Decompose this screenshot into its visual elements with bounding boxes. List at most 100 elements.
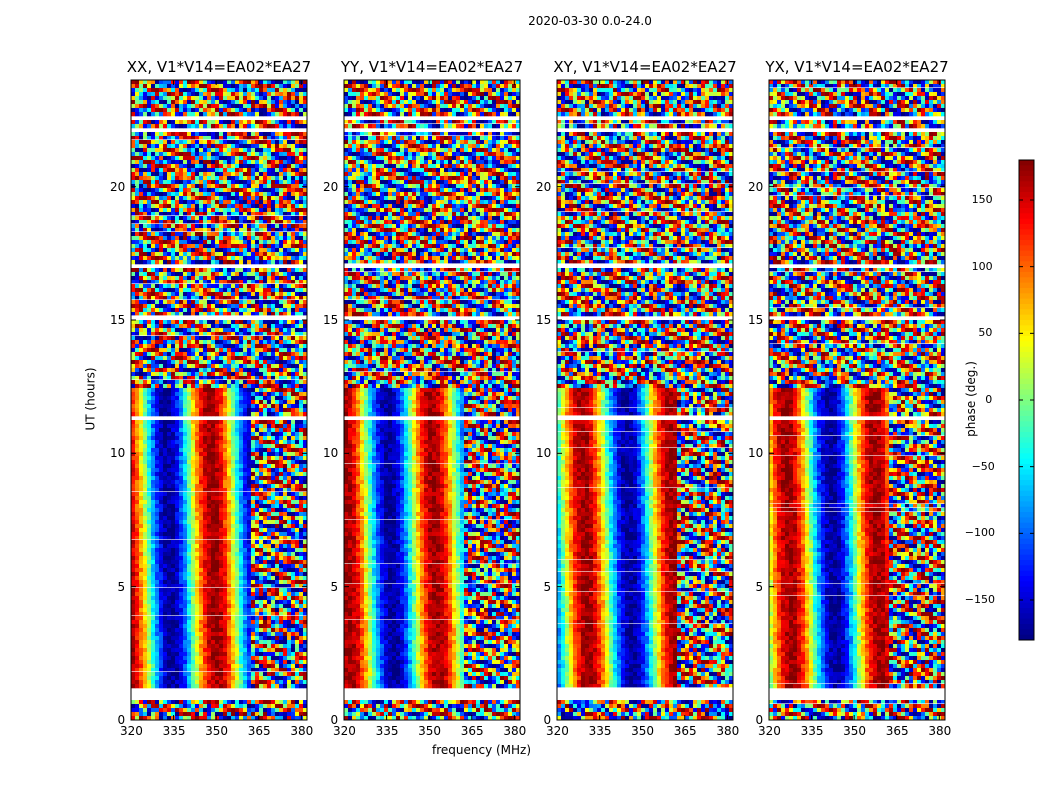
heatmap-cell: [303, 372, 308, 377]
heatmap-cell: [271, 80, 276, 85]
heatmap-cell: [187, 288, 192, 293]
heatmap-cell: [275, 528, 280, 533]
heatmap-cell: [227, 500, 232, 505]
heatmap-cell: [271, 292, 276, 297]
heatmap-cell: [135, 368, 140, 373]
heatmap-cell: [151, 476, 156, 481]
heatmap-cell: [271, 388, 276, 393]
heatmap-cell: [279, 476, 284, 481]
heatmap-cell: [287, 324, 292, 329]
heatmap-cell: [163, 432, 168, 437]
heatmap-cell: [143, 120, 148, 125]
heatmap-cell: [259, 180, 264, 185]
heatmap-cell: [275, 404, 280, 409]
heatmap-cell: [231, 436, 236, 441]
heatmap-cell: [135, 356, 140, 361]
heatmap-cell: [151, 168, 156, 173]
heatmap-cell: [259, 396, 264, 401]
heatmap-cell: [191, 216, 196, 221]
heatmap-cell: [183, 408, 188, 413]
heatmap-cell: [211, 504, 216, 509]
heatmap-cell: [175, 404, 180, 409]
heatmap-cell: [167, 132, 172, 137]
heatmap-cell: [131, 212, 136, 216]
heatmap-cell: [287, 224, 292, 229]
heatmap-cell: [291, 308, 296, 313]
heatmap-cell: [175, 432, 180, 437]
heatmap-cell: [243, 220, 248, 224]
heatmap-cell: [143, 272, 148, 277]
heatmap-cell: [163, 140, 168, 145]
heatmap-cell: [299, 324, 304, 329]
heatmap-cell: [287, 516, 292, 521]
heatmap-cell: [183, 480, 188, 485]
heatmap-cell: [203, 396, 208, 401]
heatmap-cell: [175, 284, 180, 289]
heatmap-cell: [175, 124, 180, 129]
heatmap-cell: [267, 280, 272, 284]
heatmap-cell: [259, 484, 264, 489]
heatmap-cell: [207, 360, 212, 365]
heatmap-cell: [279, 308, 284, 313]
heatmap-cell: [243, 80, 248, 85]
heatmap-cell: [203, 176, 208, 181]
heatmap-cell: [211, 280, 216, 284]
heatmap-cell: [163, 156, 168, 161]
heatmap-cell: [263, 484, 268, 489]
heatmap-cell: [147, 132, 152, 137]
heatmap-cell: [291, 420, 296, 425]
heatmap-cell: [159, 176, 164, 181]
heatmap-cell: [175, 296, 180, 300]
heatmap-cell: [299, 104, 304, 109]
heatmap-cell: [183, 184, 188, 189]
heatmap-cell: [263, 548, 268, 553]
heatmap-cell: [183, 268, 188, 273]
heatmap-cell: [275, 456, 280, 461]
heatmap-cell: [167, 172, 172, 177]
heatmap-cell: [211, 120, 216, 125]
heatmap-cell: [183, 476, 188, 481]
heatmap-cell: [155, 300, 160, 305]
heatmap-cell: [239, 396, 244, 401]
heatmap-cell: [187, 280, 192, 284]
heatmap-cell: [179, 184, 184, 189]
heatmap-cell: [151, 280, 156, 284]
heatmap-cell: [239, 476, 244, 481]
heatmap-cell: [275, 356, 280, 361]
heatmap-cell: [211, 292, 216, 297]
heatmap-cell: [247, 196, 252, 201]
heatmap-cell: [175, 540, 180, 545]
heatmap-cell: [227, 284, 232, 289]
heatmap-cell: [191, 368, 196, 373]
heatmap-cell: [227, 468, 232, 473]
heatmap-cell: [195, 272, 200, 277]
heatmap-cell: [199, 164, 204, 169]
heatmap-cell: [171, 340, 176, 345]
heatmap-cell: [195, 400, 200, 405]
heatmap-cell: [299, 328, 304, 333]
heatmap-cell: [243, 428, 248, 433]
heatmap-cell: [271, 364, 276, 369]
heatmap-cell: [227, 100, 232, 105]
heatmap-cell: [147, 452, 152, 457]
heatmap-cell: [283, 88, 288, 93]
heatmap-cell: [219, 392, 224, 397]
heatmap-cell: [207, 288, 212, 293]
heatmap-cell: [171, 220, 176, 224]
heatmap-cell: [203, 356, 208, 361]
heatmap-cell: [171, 292, 176, 297]
heatmap-cell: [139, 156, 144, 161]
heatmap-cell: [279, 320, 284, 325]
heatmap-cell: [255, 396, 260, 401]
heatmap-cell: [219, 348, 224, 353]
heatmap-cell: [219, 228, 224, 232]
heatmap-cell: [239, 204, 244, 209]
heatmap-cell: [139, 112, 144, 117]
heatmap-cell: [255, 432, 260, 437]
heatmap-cell: [223, 124, 228, 129]
heatmap-cell: [211, 296, 216, 300]
heatmap-cell: [143, 256, 148, 261]
heatmap-cell: [267, 332, 272, 336]
heatmap-cell: [247, 408, 252, 413]
heatmap-cell: [239, 456, 244, 461]
